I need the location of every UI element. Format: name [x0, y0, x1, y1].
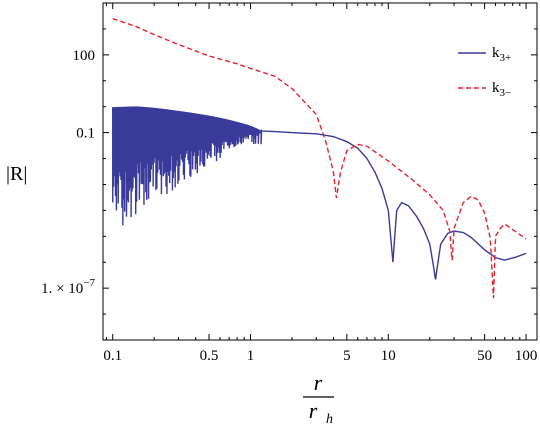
x-axis-label-numerator: r — [314, 370, 323, 395]
x-tick-label: 10 — [381, 348, 396, 364]
y-axis-ticks: 100 0.1 1. × 10−7 — [41, 2, 537, 341]
x-axis-label-denominator: r — [309, 398, 318, 423]
x-tick-label: 5 — [343, 348, 351, 364]
y-axis-label-text: |R| — [6, 163, 27, 185]
y-tick-label: 1. × 10−7 — [41, 277, 95, 297]
x-axis-label: r r h — [303, 370, 334, 425]
plot-border — [102, 2, 538, 341]
x-tick-label: 0.5 — [200, 348, 219, 364]
plot-frame — [102, 2, 538, 341]
y-tick-label: 0.1 — [76, 126, 95, 142]
legend-item-k3-minus: k3− — [458, 80, 511, 99]
x-axis-ticks: 0.1 0.5 1 5 10 50 100 — [103, 3, 537, 364]
legend-label-k3-minus: k3− — [492, 80, 511, 99]
series-line-k3-minus — [112, 17, 527, 299]
y-tick-label: 100 — [73, 48, 96, 64]
x-tick-label: 1 — [247, 348, 255, 364]
legend-label-k3-plus: k3+ — [492, 45, 511, 64]
legend: k3+ k3− — [458, 45, 511, 99]
x-tick-label: 0.1 — [103, 348, 122, 364]
series-lines — [112, 17, 527, 299]
legend-item-k3-plus: k3+ — [458, 45, 511, 64]
x-tick-label: 50 — [477, 348, 492, 364]
x-tick-label: 100 — [515, 348, 538, 364]
series-line-k3-plus — [112, 106, 527, 280]
y-axis-label: |R| — [6, 163, 27, 185]
x-axis-label-subscript: h — [326, 412, 333, 425]
